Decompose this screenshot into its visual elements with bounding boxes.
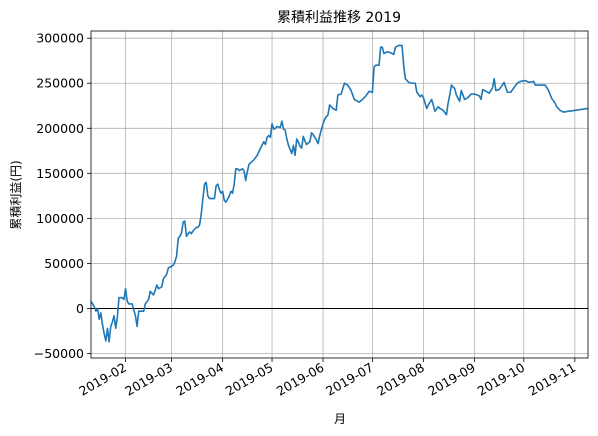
y-axis: −50000 0 50000 100000 150000 200000 250000 3000…: [34, 31, 91, 361]
y-tick-label: 150000: [36, 166, 84, 181]
y-tick-label: 0: [76, 301, 84, 316]
y-tick-label: 50000: [44, 256, 84, 271]
x-axis-title: 月: [334, 412, 346, 426]
series-line: [90, 44, 589, 343]
series-group: [90, 44, 589, 343]
y-tick-label: 300000: [36, 31, 84, 46]
y-tick-label: 250000: [36, 76, 84, 91]
y-tick-label: 200000: [36, 121, 84, 136]
y-tick-label: 100000: [36, 211, 84, 226]
y-axis-title: 累積利益(円): [8, 160, 23, 229]
y-tick-label: −50000: [34, 346, 84, 361]
chart-title: 累積利益推移 2019: [277, 10, 401, 26]
plot-frame: [90, 30, 589, 359]
